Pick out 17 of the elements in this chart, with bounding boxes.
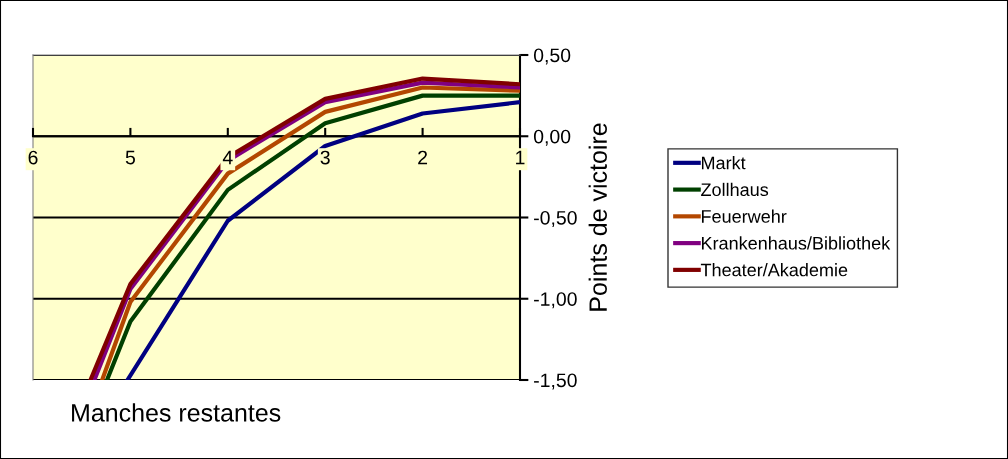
y-tick-label: -1,00 bbox=[534, 292, 577, 309]
legend-label: Krankenhaus/Bibliothek bbox=[701, 236, 891, 250]
x-tick-label: 1 bbox=[516, 150, 525, 165]
y-axis-title: Points de victoire bbox=[588, 123, 607, 311]
y-tick-label: -0,50 bbox=[534, 210, 577, 228]
x-tick-label: 2 bbox=[418, 150, 428, 165]
x-axis-title: Manches restantes bbox=[72, 403, 281, 422]
legend-label: Feuerwehr bbox=[701, 209, 787, 223]
legend-label: Markt bbox=[701, 156, 746, 170]
legend-label: Theater/Akademie bbox=[700, 263, 848, 277]
y-tick-label: -1,50 bbox=[534, 373, 577, 390]
legend-label: Zollhaus bbox=[701, 182, 769, 197]
x-tick-label: 5 bbox=[125, 150, 135, 165]
x-tick-label: 6 bbox=[28, 150, 38, 165]
x-tick-label: 3 bbox=[320, 150, 330, 165]
y-tick-label: 0,50 bbox=[533, 48, 571, 65]
y-tick-label: 0,00 bbox=[533, 129, 571, 146]
